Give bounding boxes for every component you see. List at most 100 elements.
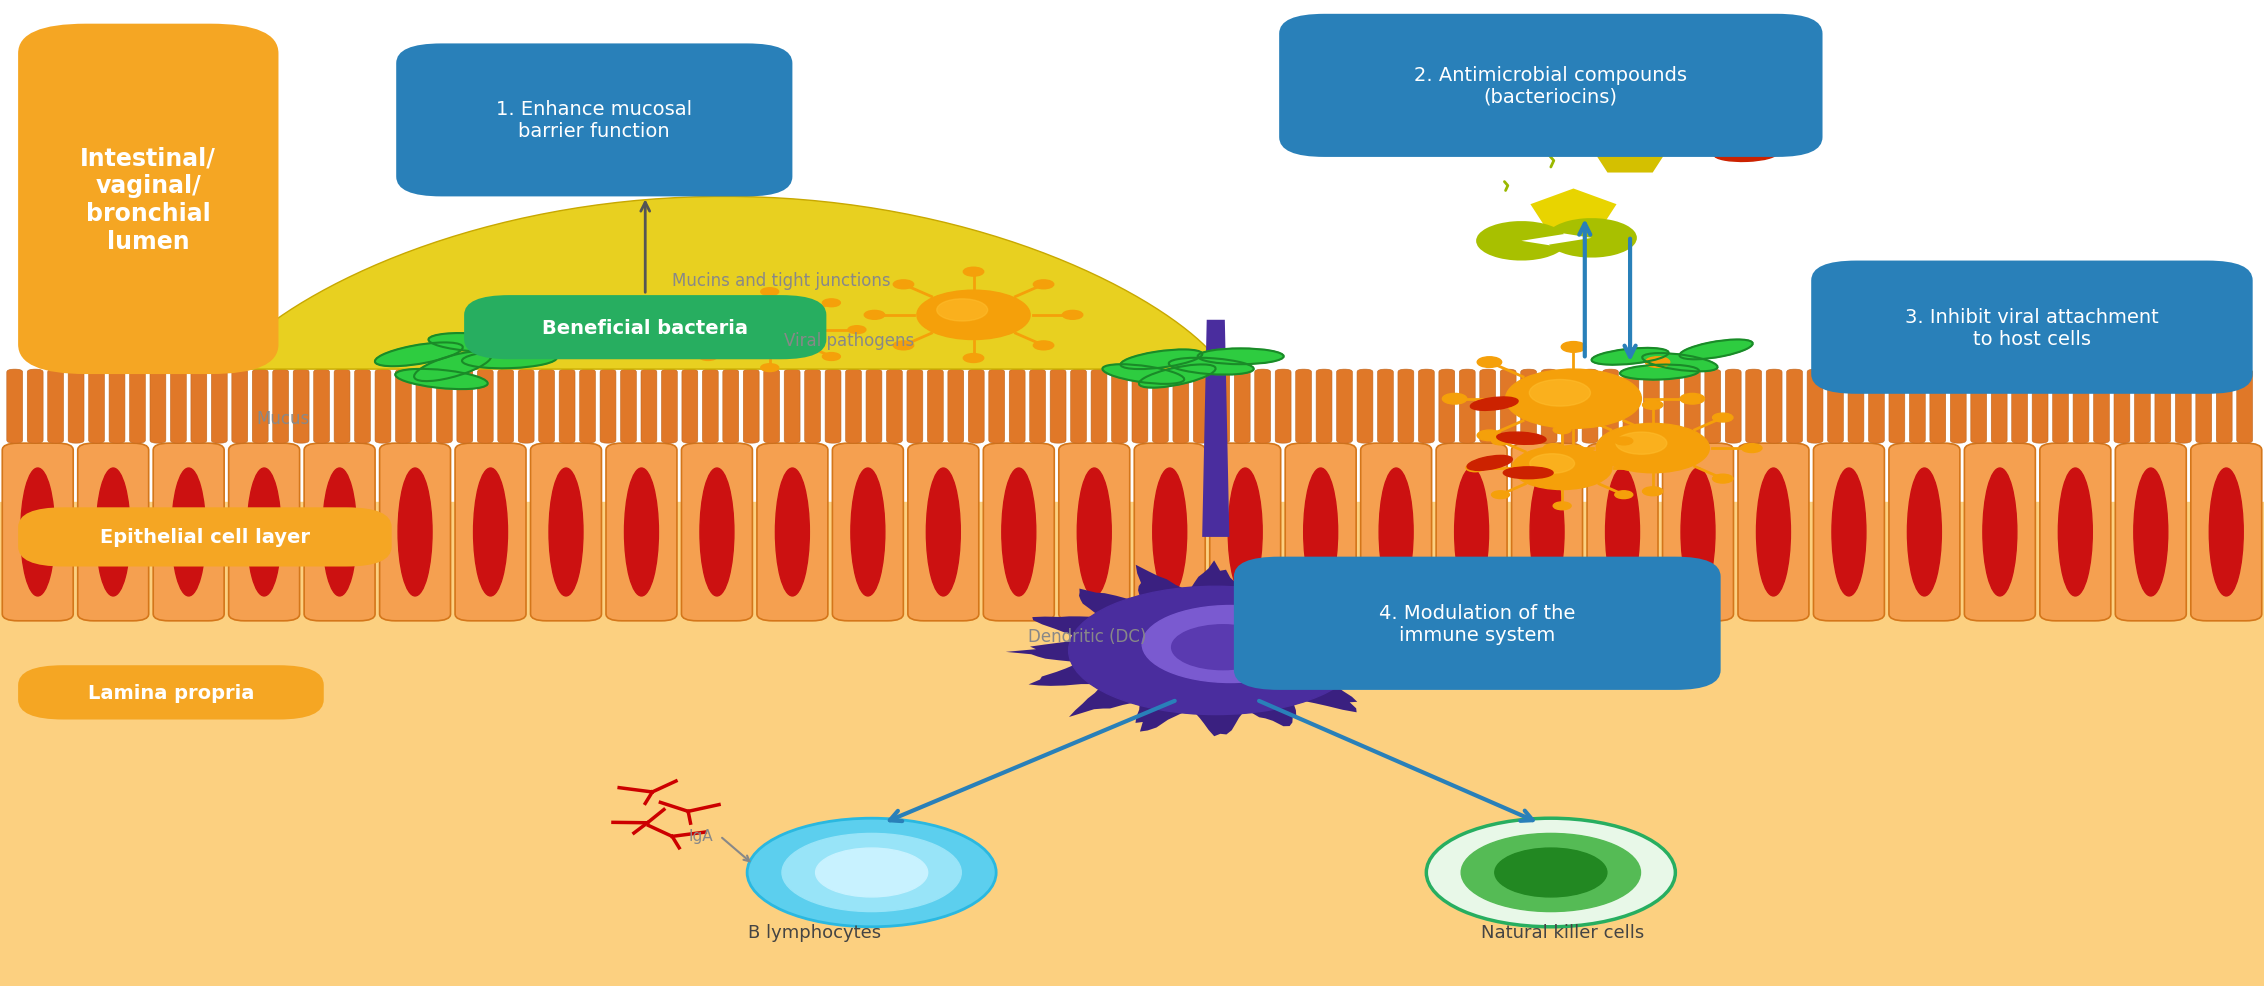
FancyBboxPatch shape	[2040, 444, 2110, 621]
Circle shape	[1032, 341, 1053, 350]
Text: 3. Inhibit viral attachment
to host cells: 3. Inhibit viral attachment to host cell…	[1904, 308, 2160, 348]
Ellipse shape	[1757, 468, 1791, 597]
FancyBboxPatch shape	[1435, 444, 1508, 621]
FancyBboxPatch shape	[2237, 370, 2253, 444]
FancyBboxPatch shape	[2155, 370, 2171, 444]
FancyBboxPatch shape	[661, 370, 677, 444]
FancyBboxPatch shape	[641, 370, 657, 444]
Circle shape	[865, 312, 885, 319]
Ellipse shape	[926, 468, 960, 597]
FancyBboxPatch shape	[376, 370, 392, 444]
FancyBboxPatch shape	[1501, 370, 1517, 444]
FancyBboxPatch shape	[2053, 370, 2069, 444]
FancyBboxPatch shape	[2, 444, 72, 621]
FancyBboxPatch shape	[27, 370, 43, 444]
Circle shape	[1506, 370, 1641, 429]
Ellipse shape	[247, 468, 281, 597]
Ellipse shape	[1304, 468, 1338, 597]
Ellipse shape	[2210, 468, 2244, 597]
FancyBboxPatch shape	[1929, 370, 1945, 444]
Wedge shape	[1549, 219, 1637, 258]
Ellipse shape	[1621, 365, 1698, 381]
Ellipse shape	[1714, 147, 1777, 163]
FancyBboxPatch shape	[1112, 370, 1127, 444]
FancyBboxPatch shape	[2013, 370, 2029, 444]
FancyBboxPatch shape	[1214, 370, 1229, 444]
Text: Beneficial bacteria: Beneficial bacteria	[543, 318, 747, 337]
FancyBboxPatch shape	[154, 444, 224, 621]
Circle shape	[1442, 394, 1467, 404]
FancyBboxPatch shape	[1542, 370, 1558, 444]
FancyBboxPatch shape	[303, 444, 376, 621]
Ellipse shape	[1641, 354, 1718, 372]
FancyBboxPatch shape	[294, 370, 310, 444]
FancyBboxPatch shape	[1807, 370, 1823, 444]
FancyBboxPatch shape	[18, 25, 278, 375]
FancyBboxPatch shape	[989, 370, 1005, 444]
Circle shape	[1460, 833, 1641, 912]
Circle shape	[937, 300, 987, 321]
Ellipse shape	[462, 351, 557, 369]
FancyBboxPatch shape	[2074, 370, 2090, 444]
FancyBboxPatch shape	[681, 444, 752, 621]
FancyBboxPatch shape	[1587, 444, 1657, 621]
Circle shape	[1069, 587, 1363, 715]
FancyBboxPatch shape	[1460, 370, 1476, 444]
Text: Lamina propria: Lamina propria	[88, 683, 254, 702]
Circle shape	[675, 326, 691, 334]
Ellipse shape	[1906, 468, 1943, 597]
Circle shape	[964, 354, 983, 363]
Circle shape	[1614, 438, 1632, 446]
Circle shape	[1062, 312, 1082, 319]
FancyBboxPatch shape	[1209, 444, 1281, 621]
Circle shape	[1573, 414, 1594, 423]
FancyBboxPatch shape	[109, 370, 125, 444]
Polygon shape	[1578, 107, 1592, 119]
Circle shape	[815, 848, 928, 897]
FancyBboxPatch shape	[1992, 370, 2008, 444]
FancyBboxPatch shape	[1134, 444, 1204, 621]
FancyBboxPatch shape	[231, 370, 247, 444]
FancyBboxPatch shape	[1397, 370, 1413, 444]
FancyBboxPatch shape	[620, 370, 636, 444]
Circle shape	[1544, 444, 1564, 454]
FancyBboxPatch shape	[1275, 370, 1290, 444]
Ellipse shape	[1637, 95, 1705, 112]
FancyBboxPatch shape	[1786, 370, 1802, 444]
Text: B lymphocytes: B lymphocytes	[749, 923, 881, 941]
Bar	[0, 0, 2264, 503]
FancyBboxPatch shape	[1481, 370, 1497, 444]
FancyBboxPatch shape	[1420, 370, 1435, 444]
Text: 4. Modulation of the
immune system: 4. Modulation of the immune system	[1379, 603, 1576, 644]
Text: Intestinal/
vaginal/
bronchial
lumen: Intestinal/ vaginal/ bronchial lumen	[79, 146, 217, 253]
Ellipse shape	[396, 370, 487, 389]
Circle shape	[1741, 444, 1761, 454]
FancyBboxPatch shape	[539, 370, 555, 444]
Ellipse shape	[414, 352, 491, 382]
FancyBboxPatch shape	[211, 370, 226, 444]
FancyBboxPatch shape	[1583, 370, 1598, 444]
FancyBboxPatch shape	[1603, 370, 1619, 444]
Circle shape	[1641, 487, 1662, 496]
Ellipse shape	[2058, 468, 2092, 597]
FancyBboxPatch shape	[722, 370, 738, 444]
Polygon shape	[1005, 561, 1417, 737]
Circle shape	[1032, 281, 1053, 290]
Circle shape	[1492, 438, 1510, 446]
Circle shape	[738, 317, 783, 335]
Circle shape	[1553, 503, 1571, 510]
FancyBboxPatch shape	[1193, 370, 1209, 444]
FancyBboxPatch shape	[1725, 370, 1741, 444]
FancyBboxPatch shape	[867, 370, 883, 444]
Circle shape	[1616, 433, 1666, 455]
FancyBboxPatch shape	[763, 370, 779, 444]
Ellipse shape	[1227, 468, 1263, 597]
Polygon shape	[1610, 132, 1628, 144]
FancyBboxPatch shape	[1827, 370, 1843, 444]
FancyBboxPatch shape	[743, 370, 758, 444]
Circle shape	[1530, 381, 1589, 406]
Circle shape	[964, 268, 983, 277]
Circle shape	[1530, 455, 1576, 474]
FancyBboxPatch shape	[1521, 370, 1537, 444]
Ellipse shape	[428, 333, 523, 353]
